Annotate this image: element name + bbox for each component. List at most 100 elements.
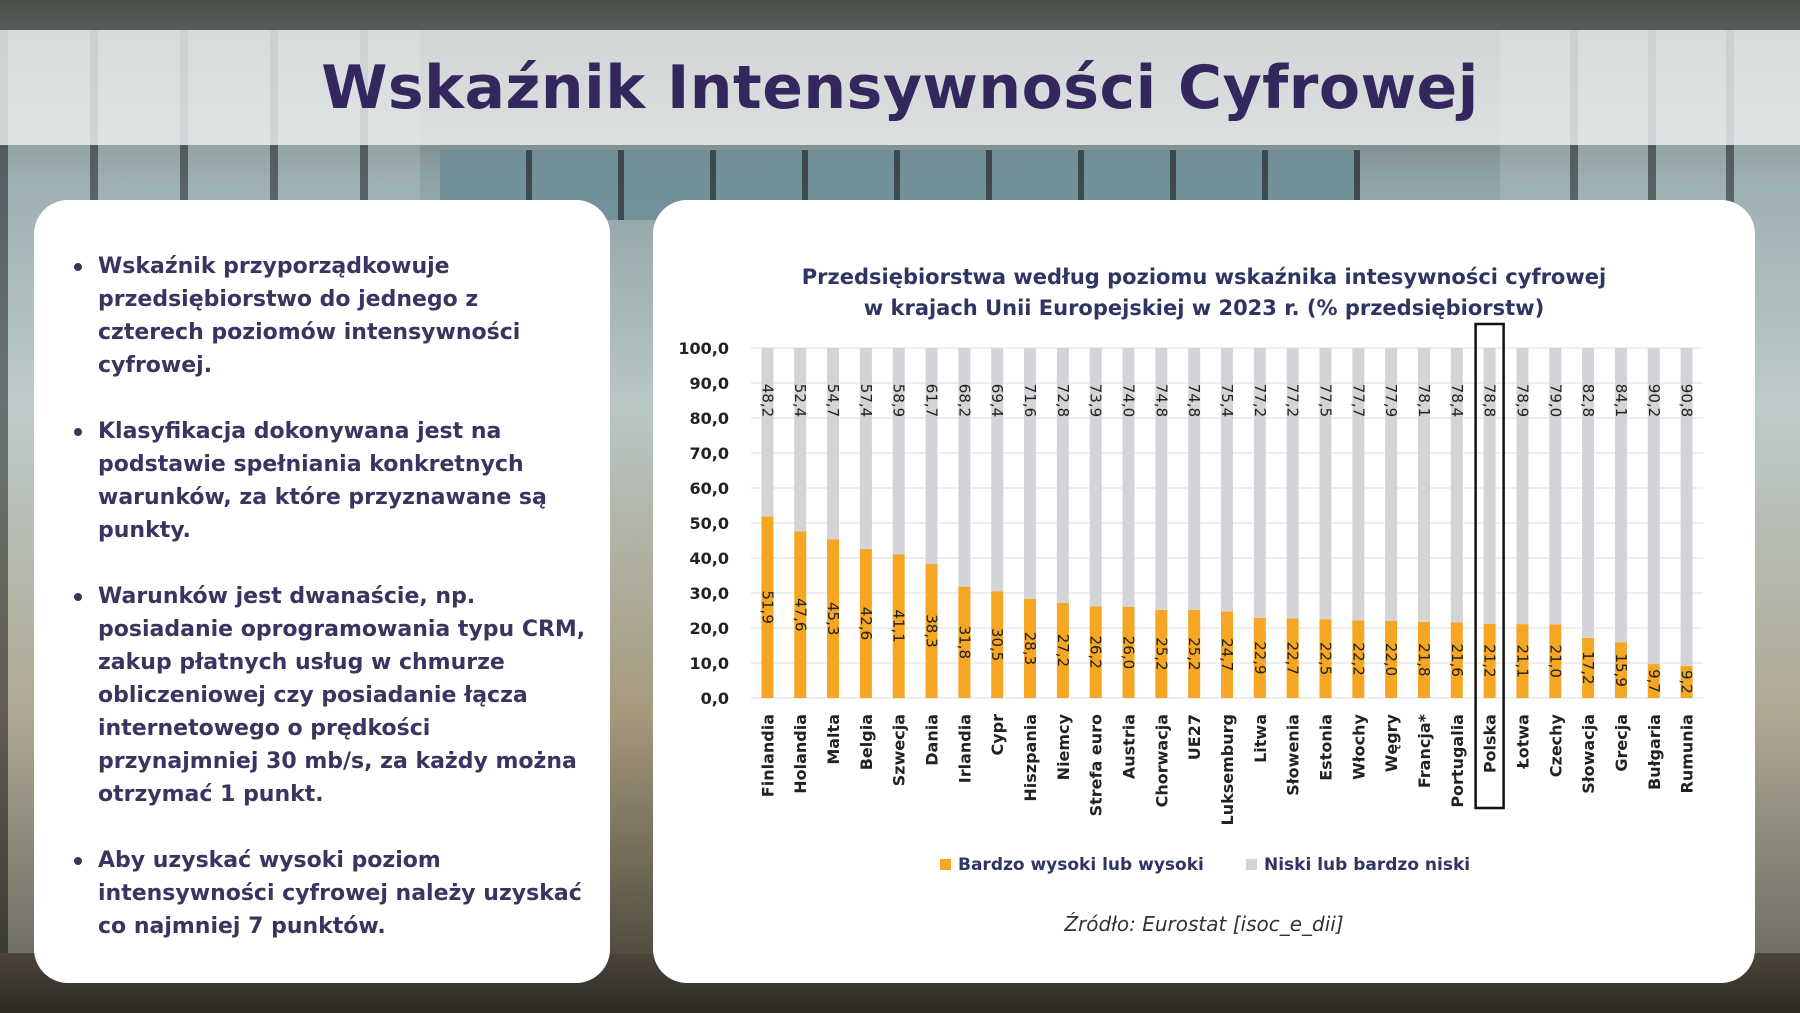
bar-low bbox=[1056, 348, 1069, 603]
bar-high bbox=[1188, 609, 1201, 698]
info-card: Wskaźnik przyporządkowuje przedsiębiorst… bbox=[34, 200, 610, 983]
bar-high bbox=[1056, 602, 1069, 698]
data-label-low: 52,4 bbox=[791, 384, 809, 417]
bar-high bbox=[1483, 623, 1496, 698]
bar-high bbox=[1221, 611, 1233, 698]
bar-high bbox=[1680, 665, 1693, 698]
x-tick-label: Włochy bbox=[1349, 713, 1368, 779]
bar-high bbox=[1549, 624, 1562, 698]
bar-low bbox=[1614, 348, 1627, 643]
data-label-low: 78,8 bbox=[1481, 384, 1499, 417]
bar-high bbox=[1614, 642, 1627, 698]
bar-high bbox=[1122, 607, 1135, 698]
bar-high bbox=[1024, 598, 1037, 698]
data-label-low: 68,2 bbox=[955, 384, 973, 417]
data-label-low: 74,8 bbox=[1152, 384, 1170, 417]
x-tick-label: Belgia bbox=[857, 714, 876, 770]
x-tick-label: Luksemburg bbox=[1218, 714, 1237, 825]
data-label-low: 58,9 bbox=[890, 384, 908, 417]
x-tick-label: Rumunia bbox=[1678, 714, 1697, 793]
data-label-high: 9,7 bbox=[1645, 669, 1663, 693]
bar-low bbox=[794, 348, 807, 532]
data-label-low: 75,4 bbox=[1218, 384, 1236, 417]
data-label-high: 30,5 bbox=[988, 628, 1006, 661]
data-label-high: 17,2 bbox=[1579, 651, 1597, 684]
data-label-high: 28,3 bbox=[1021, 632, 1039, 665]
bar-low bbox=[1549, 348, 1562, 625]
bullet-list: Wskaźnik przyporządkowuje przedsiębiorst… bbox=[74, 250, 588, 943]
page-title: Wskaźnik Intensywności Cyfrowej bbox=[321, 52, 1479, 123]
data-label-high: 21,1 bbox=[1513, 644, 1531, 677]
bar-low bbox=[1024, 348, 1037, 599]
data-label-high: 22,2 bbox=[1349, 642, 1367, 675]
data-label-high: 21,8 bbox=[1415, 643, 1433, 676]
bar-high bbox=[1516, 624, 1529, 698]
bar-low bbox=[925, 348, 938, 564]
data-label-high: 41,1 bbox=[890, 609, 908, 642]
data-label-high: 26,2 bbox=[1087, 635, 1105, 668]
bar-high bbox=[794, 531, 807, 698]
bullet-item: Warunków jest dwanaście, np. posiadanie … bbox=[74, 580, 588, 811]
x-tick-label: Irlandia bbox=[955, 714, 974, 783]
data-label-high: 51,9 bbox=[758, 590, 776, 623]
data-label-low: 79,0 bbox=[1546, 384, 1564, 417]
bar-low bbox=[1582, 348, 1595, 638]
x-tick-label: Austria bbox=[1120, 714, 1139, 779]
bar-high bbox=[1352, 620, 1365, 698]
x-tick-label: Bułgaria bbox=[1645, 714, 1664, 790]
bullet-item: Aby uzyskać wysoki poziom intensywności … bbox=[74, 844, 588, 943]
data-label-low: 74,0 bbox=[1120, 384, 1138, 417]
data-label-high: 21,2 bbox=[1481, 644, 1499, 677]
data-label-low: 77,9 bbox=[1382, 384, 1400, 417]
bar-low bbox=[827, 348, 840, 540]
y-tick-label: 90,0 bbox=[690, 374, 729, 393]
chart-highlight bbox=[1474, 322, 1505, 810]
bar-high bbox=[1582, 637, 1595, 698]
data-label-high: 31,8 bbox=[955, 626, 973, 659]
bar-high bbox=[1155, 609, 1168, 698]
bar-high bbox=[761, 516, 774, 698]
data-label-high: 21,0 bbox=[1546, 645, 1564, 678]
bullet-item: Klasyfikacja dokonywana jest na podstawi… bbox=[74, 415, 588, 547]
data-label-low: 71,6 bbox=[1021, 384, 1039, 417]
title-band: Wskaźnik Intensywności Cyfrowej bbox=[0, 30, 1800, 145]
data-label-low: 77,2 bbox=[1251, 384, 1269, 417]
y-tick-label: 20,0 bbox=[690, 619, 729, 638]
x-tick-label: UE27 bbox=[1185, 714, 1204, 760]
data-label-low: 84,1 bbox=[1612, 384, 1630, 417]
data-label-low: 77,2 bbox=[1284, 384, 1302, 417]
y-tick-label: 50,0 bbox=[690, 514, 729, 533]
bar-low bbox=[1155, 348, 1168, 610]
x-tick-label: Malta bbox=[824, 714, 843, 765]
data-label-high: 42,6 bbox=[857, 607, 875, 640]
bar-high bbox=[1647, 664, 1660, 698]
y-axis: 0,0 10,0 20,0 30,0 40,0 50,0 60,0 70,0 80,0 90,0 1… bbox=[678, 339, 729, 708]
data-label-high: 38,3 bbox=[923, 614, 941, 647]
bar-high bbox=[958, 586, 971, 698]
bar-low bbox=[1221, 347, 1233, 612]
data-label-low: 78,4 bbox=[1448, 384, 1466, 417]
bar-low bbox=[991, 348, 1004, 592]
x-tick-label: Finlandia bbox=[758, 714, 777, 797]
data-label-low: 78,1 bbox=[1415, 384, 1433, 417]
x-tick-label: Słowacja bbox=[1579, 714, 1598, 794]
bar-low bbox=[892, 348, 905, 555]
bar-high bbox=[859, 548, 872, 698]
bar-low bbox=[1122, 348, 1135, 607]
bar-low bbox=[1647, 348, 1660, 665]
legend-label-low: Niski lub bardzo niski bbox=[1264, 855, 1470, 875]
bar-high bbox=[1385, 621, 1398, 698]
bar-low bbox=[761, 347, 774, 517]
data-label-low: 77,7 bbox=[1349, 384, 1367, 417]
data-label-low: 72,8 bbox=[1054, 384, 1072, 417]
data-label-low: 61,7 bbox=[923, 384, 941, 417]
data-label-low: 90,2 bbox=[1645, 384, 1663, 417]
y-tick-label: 80,0 bbox=[690, 409, 729, 428]
x-tick-label: Niemcy bbox=[1054, 713, 1073, 780]
data-label-high: 15,9 bbox=[1612, 653, 1630, 686]
x-tick-label: Polska bbox=[1481, 714, 1500, 773]
x-tick-label: Strefa euro bbox=[1087, 714, 1106, 816]
chart-legend: Bardzo wysoki lub wysoki Niski lub bardz… bbox=[940, 855, 1470, 875]
bar-low bbox=[1516, 348, 1529, 625]
data-label-high: 22,7 bbox=[1284, 642, 1302, 675]
